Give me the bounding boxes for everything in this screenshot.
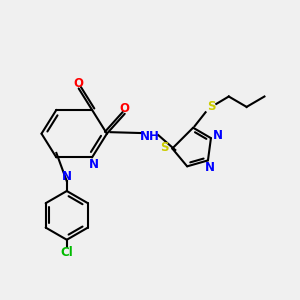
Text: S: S (160, 140, 168, 154)
Text: S: S (207, 100, 215, 113)
Text: Cl: Cl (60, 246, 73, 259)
Text: N: N (213, 129, 224, 142)
Text: N: N (62, 170, 72, 183)
Text: O: O (74, 76, 84, 90)
Text: N: N (89, 158, 99, 171)
Text: O: O (120, 102, 130, 115)
Text: N: N (204, 161, 214, 174)
Text: NH: NH (140, 130, 160, 143)
